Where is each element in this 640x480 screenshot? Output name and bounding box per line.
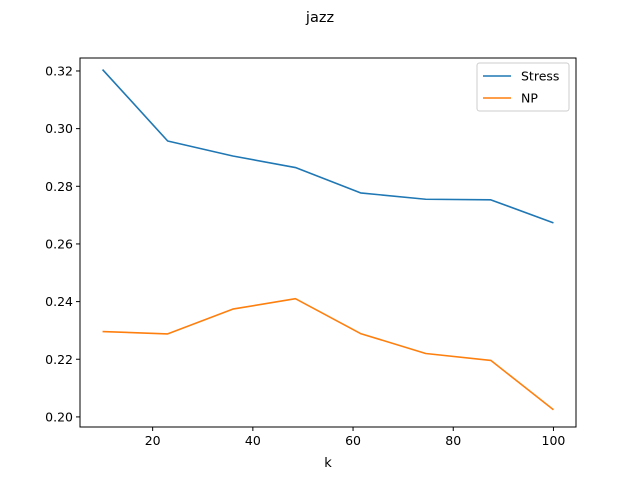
y-tick-label: 0.22	[45, 352, 73, 367]
x-tick-label: 80	[445, 433, 461, 448]
x-tick-label: 100	[542, 433, 566, 448]
y-tick-label: 0.26	[45, 236, 73, 251]
y-axis: 0.20 0.22 0.24 0.26 0.28 0.30 0.32	[45, 63, 80, 424]
series-line-stress	[101, 68, 554, 224]
y-tick-label: 0.28	[45, 179, 73, 194]
x-axis: 20 40 60 80 100	[145, 427, 566, 448]
plot-frame	[79, 57, 577, 428]
x-axis-label: k	[324, 456, 332, 471]
series-line-np	[102, 297, 554, 411]
y-tick-label: 0.30	[45, 121, 73, 136]
chart-title: jazz	[305, 10, 334, 26]
x-tick-label: 20	[145, 433, 161, 448]
y-tick-label: 0.24	[45, 294, 73, 309]
series-lines	[101, 68, 554, 411]
x-tick-label: 60	[345, 433, 361, 448]
plot-area	[79, 57, 577, 428]
legend-label-stress: Stress	[521, 69, 559, 84]
legend-box	[476, 62, 570, 112]
legend: Stress NP	[476, 62, 570, 112]
y-tick-label: 0.20	[45, 409, 73, 424]
legend-label-np: NP	[521, 91, 538, 106]
y-tick-label: 0.32	[45, 63, 73, 78]
x-tick-label: 40	[245, 433, 261, 448]
